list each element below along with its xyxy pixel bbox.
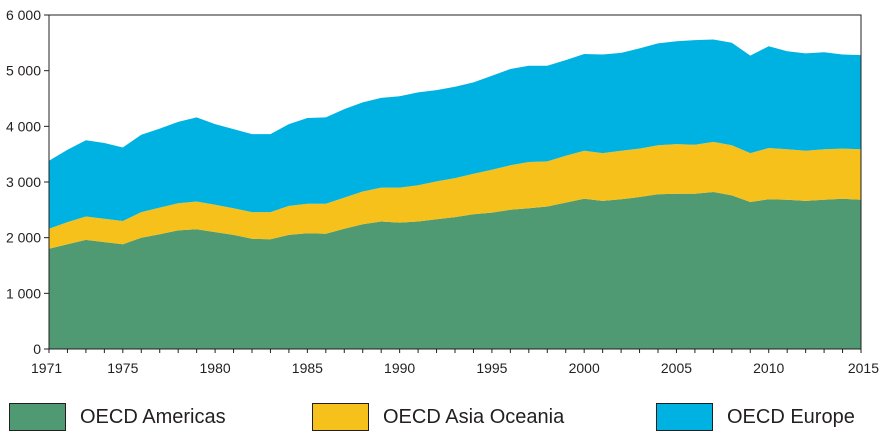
y-tick-label: 0 — [33, 341, 41, 357]
legend-label-oecd-americas: OECD Americas — [80, 405, 226, 428]
y-tick-label: 2 000 — [6, 230, 41, 246]
area-oecd-asia-oceania — [49, 141, 861, 249]
y-tick-label: 4 000 — [6, 118, 41, 134]
y-tick-label: 1 000 — [6, 285, 41, 301]
x-axis-ticks: 1971 1975 1980 1985 1990 1995 2000 2005 2010 2015 — [31, 349, 879, 376]
legend-item-oecd-americas: OECD Americas — [9, 402, 226, 432]
y-tick-label: 5 000 — [6, 63, 41, 79]
area-oecd-europe — [49, 39, 861, 229]
y-tick-label: 3 000 — [6, 174, 41, 190]
x-tick-label: 1985 — [292, 360, 323, 376]
legend-swatch-oecd-europe — [656, 403, 713, 431]
y-axis-ticks: 0 1 000 2 000 3 000 4 000 5 000 6 000 — [6, 7, 49, 357]
x-tick-label: 2015 — [848, 360, 879, 376]
x-tick-label: 2005 — [661, 360, 692, 376]
chart-legend: OECD Americas OECD Asia Oceania OECD Eur… — [0, 398, 882, 438]
x-tick-label: 1971 — [31, 360, 62, 376]
x-tick-label: 2000 — [569, 360, 600, 376]
chart-canvas: 0 1 000 2 000 3 000 4 000 5 000 6 000 1971 1975… — [6, 7, 879, 376]
x-tick-label: 1980 — [200, 360, 231, 376]
x-tick-label: 1995 — [476, 360, 507, 376]
legend-item-oecd-asia-oceania: OECD Asia Oceania — [312, 402, 564, 432]
legend-item-oecd-europe: OECD Europe — [656, 402, 855, 432]
area-oecd-americas — [49, 192, 861, 349]
legend-label-oecd-europe: OECD Europe — [727, 405, 855, 428]
chart-areas — [49, 39, 861, 349]
x-tick-label: 1990 — [384, 360, 415, 376]
legend-swatch-oecd-asia-oceania — [312, 403, 369, 431]
legend-swatch-oecd-americas — [9, 403, 66, 431]
legend-label-oecd-asia-oceania: OECD Asia Oceania — [383, 405, 565, 428]
x-tick-label: 1975 — [107, 360, 138, 376]
y-tick-label: 6 000 — [6, 7, 41, 23]
x-tick-label: 2010 — [753, 360, 784, 376]
